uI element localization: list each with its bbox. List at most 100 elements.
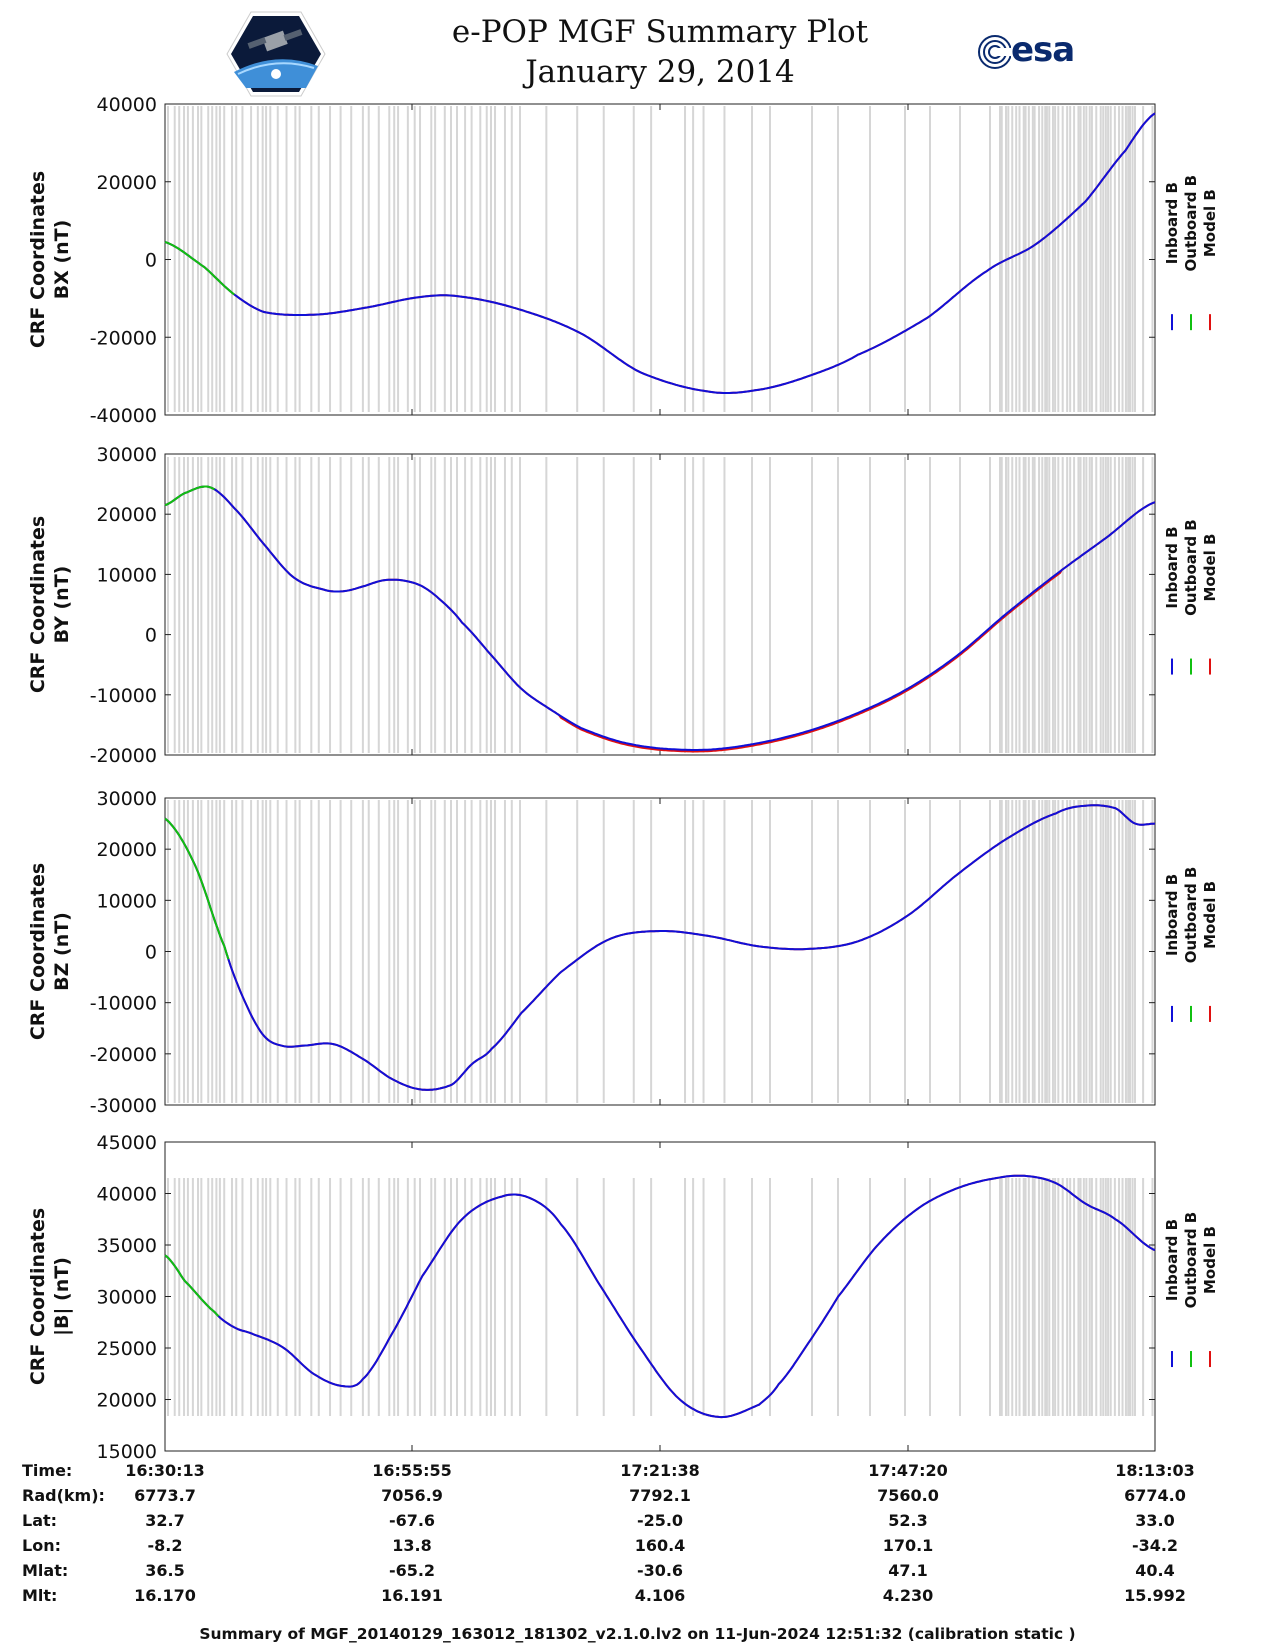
y-tick-label: -10000 bbox=[90, 993, 157, 1015]
data-gap-stripes bbox=[167, 1178, 1154, 1416]
ephemeris-value: 16.170 bbox=[134, 1586, 196, 1605]
y-axis-label: CRF Coordinates bbox=[27, 516, 49, 693]
legend-label: Outboard B bbox=[1182, 519, 1200, 616]
ephemeris-value: 6774.0 bbox=[1124, 1486, 1186, 1505]
ephemeris-value: 7056.9 bbox=[381, 1486, 443, 1505]
ephemeris-value: 52.3 bbox=[888, 1511, 928, 1530]
ephemeris-value: -30.6 bbox=[636, 1561, 684, 1580]
ephemeris-value: 33.0 bbox=[1135, 1511, 1175, 1530]
y-tick-label: 20000 bbox=[97, 172, 157, 194]
legend-label: Model B bbox=[1201, 534, 1219, 602]
panel-bz: 30000 20000 10000 0 -10000 -20000 -30000 CRF Co… bbox=[27, 788, 1219, 1117]
legend-label: Outboard B bbox=[1182, 175, 1200, 272]
y-tick-label: 30000 bbox=[97, 1287, 157, 1309]
legend-label: Inboard B bbox=[1163, 526, 1181, 608]
ephemeris-value: 17:21:38 bbox=[620, 1461, 700, 1480]
y-axis-unit-label: BZ (nT) bbox=[51, 912, 73, 991]
panel-by: 30000 20000 10000 0 -10000 -20000 CRF Coordina… bbox=[27, 444, 1219, 767]
y-tick-label: 25000 bbox=[97, 1338, 157, 1360]
y-tick-label: -20000 bbox=[90, 745, 157, 767]
data-gap-stripes bbox=[167, 106, 1154, 412]
series-inboard-b bbox=[164, 1174, 1156, 1419]
y-tick-label: 30000 bbox=[97, 444, 157, 466]
series-outboard-b bbox=[164, 241, 235, 296]
ephemeris-row-label: Mlat: bbox=[22, 1561, 69, 1580]
ephemeris-value: 6773.7 bbox=[134, 1486, 196, 1505]
ephemeris-value: 18:13:03 bbox=[1115, 1461, 1195, 1480]
y-tick-label: 20000 bbox=[97, 1390, 157, 1412]
series-outboard-b bbox=[164, 817, 230, 960]
y-tick-label: 40000 bbox=[97, 94, 157, 116]
legend-label: Model B bbox=[1201, 881, 1219, 949]
series-inboard-b bbox=[164, 804, 1156, 1091]
y-tick-label: 0 bbox=[145, 625, 157, 647]
ephemeris-row-label: Lon: bbox=[22, 1536, 61, 1555]
ephemeris-value: 15.992 bbox=[1124, 1586, 1186, 1605]
legend-label: Inboard B bbox=[1163, 182, 1181, 264]
y-tick-label: -10000 bbox=[90, 685, 157, 707]
y-axis-label: CRF Coordinates bbox=[27, 863, 49, 1040]
y-tick-label: 30000 bbox=[97, 788, 157, 810]
ephemeris-value: -65.2 bbox=[388, 1561, 436, 1580]
ephemeris-value: 40.4 bbox=[1135, 1561, 1175, 1580]
y-tick-label: -20000 bbox=[90, 1044, 157, 1066]
series-inboard-b bbox=[164, 485, 1156, 751]
ephemeris-value: 4.106 bbox=[634, 1586, 686, 1605]
y-tick-label: -40000 bbox=[90, 405, 157, 427]
data-gap-stripes bbox=[167, 800, 1154, 1103]
esa-logo: esa bbox=[975, 30, 1095, 74]
y-axis-label: CRF Coordinates bbox=[27, 171, 49, 348]
ephemeris-value: 170.1 bbox=[882, 1536, 934, 1555]
legend-label: Model B bbox=[1201, 189, 1219, 257]
ephemeris-value: 7792.1 bbox=[629, 1486, 691, 1505]
legend-label: Model B bbox=[1201, 1226, 1219, 1294]
series-outboard-b bbox=[164, 485, 215, 507]
ephemeris-value: 4.230 bbox=[882, 1586, 934, 1605]
y-tick-label: 40000 bbox=[97, 1184, 157, 1206]
y-tick-label: 0 bbox=[145, 250, 157, 272]
ephemeris-value: -67.6 bbox=[388, 1511, 436, 1530]
ephemeris-value: 16:30:13 bbox=[125, 1461, 205, 1480]
ephemeris-value: 16.191 bbox=[381, 1586, 443, 1605]
cassiope-logo bbox=[226, 11, 326, 97]
page-title: e-POP MGF Summary Plot bbox=[451, 14, 869, 50]
esa-wordmark: esa bbox=[1011, 30, 1075, 70]
ephemeris-value: -25.0 bbox=[636, 1511, 684, 1530]
y-tick-label: 35000 bbox=[97, 1235, 157, 1257]
y-axis-unit-label: BY (nT) bbox=[51, 566, 73, 644]
ephemeris-row-label: Rad(km): bbox=[22, 1486, 105, 1505]
y-tick-label: 15000 bbox=[97, 1441, 157, 1463]
ephemeris-row-label: Mlt: bbox=[22, 1586, 58, 1605]
y-tick-label: 20000 bbox=[97, 839, 157, 861]
legend-label: Outboard B bbox=[1182, 1212, 1200, 1309]
panel-bx: 40000 20000 0 -20000 -40000 CRF Coordinates BX… bbox=[27, 94, 1219, 427]
ephemeris-value: 160.4 bbox=[634, 1536, 686, 1555]
series-inboard-b bbox=[164, 112, 1156, 394]
series-outboard-b bbox=[164, 1254, 220, 1317]
y-tick-label: 45000 bbox=[97, 1132, 157, 1154]
y-axis-unit-label: BX (nT) bbox=[51, 220, 73, 300]
ephemeris-value: 16:55:55 bbox=[372, 1461, 452, 1480]
ephemeris-value: 7560.0 bbox=[877, 1486, 939, 1505]
y-axis-label: CRF Coordinates bbox=[27, 1208, 49, 1385]
legend-label: Inboard B bbox=[1163, 1219, 1181, 1301]
y-tick-label: 0 bbox=[145, 942, 157, 964]
data-gap-stripes bbox=[167, 457, 1154, 753]
ephemeris-value: 47.1 bbox=[888, 1561, 928, 1580]
ephemeris-value: 13.8 bbox=[392, 1536, 432, 1555]
ephemeris-value: -34.2 bbox=[1131, 1536, 1179, 1555]
plot-date: January 29, 2014 bbox=[525, 54, 795, 90]
y-tick-label: 20000 bbox=[97, 504, 157, 526]
y-axis-unit-label: |B| (nT) bbox=[51, 1257, 73, 1336]
ephemeris-value: -8.2 bbox=[147, 1536, 183, 1555]
ephemeris-value: 32.7 bbox=[145, 1511, 185, 1530]
ephemeris-row-label: Time: bbox=[22, 1461, 73, 1480]
y-tick-label: 10000 bbox=[97, 564, 157, 586]
footer-summary: Summary of MGF_20140129_163012_181302_v2… bbox=[199, 1625, 1076, 1643]
legend-label: Inboard B bbox=[1163, 874, 1181, 956]
y-tick-label: 10000 bbox=[97, 890, 157, 912]
ephemeris-value: 17:47:20 bbox=[868, 1461, 948, 1480]
ephemeris-value: 36.5 bbox=[145, 1561, 185, 1580]
y-tick-label: -20000 bbox=[90, 327, 157, 349]
